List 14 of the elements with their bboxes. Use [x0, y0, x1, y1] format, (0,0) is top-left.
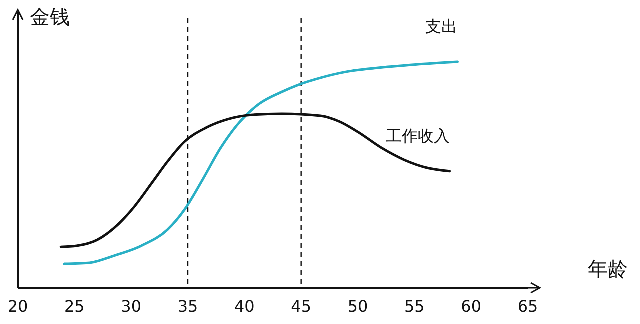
x-tick-label: 20: [8, 297, 28, 316]
x-tick-label: 50: [348, 297, 368, 316]
x-tick-label: 30: [121, 297, 142, 316]
series-label: 支出: [426, 17, 458, 36]
x-tick-label: 65: [518, 297, 538, 316]
series-label: 工作收入: [386, 126, 450, 146]
x-tick-label: 35: [178, 297, 198, 316]
x-tick-label: 40: [234, 297, 255, 316]
x-tick-label: 45: [291, 297, 312, 316]
x-tick-label: 25: [64, 297, 85, 316]
x-tick-label: 60: [461, 297, 482, 316]
x-tick-label: 55: [404, 297, 425, 316]
x-axis-title: 年龄: [588, 257, 628, 281]
y-axis-title: 金钱: [30, 5, 70, 29]
